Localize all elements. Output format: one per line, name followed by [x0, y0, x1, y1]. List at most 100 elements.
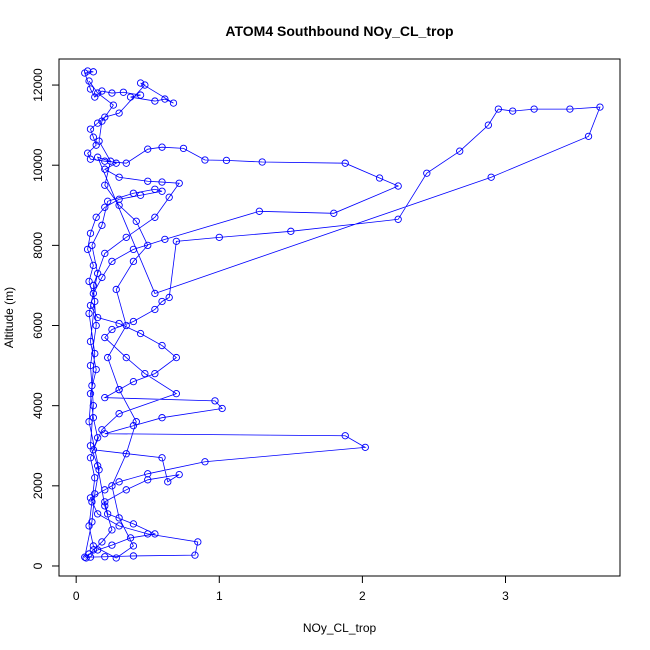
data-point	[126, 93, 135, 101]
data-point	[93, 462, 102, 470]
data-point	[86, 337, 95, 346]
chart-title: ATOM4 Southbound NOy_CL_trop	[225, 23, 453, 39]
data-point	[129, 257, 138, 266]
data-point	[98, 273, 106, 282]
data-point	[129, 520, 138, 528]
data-point	[129, 245, 138, 254]
data-point	[255, 207, 264, 215]
data-point	[88, 498, 96, 506]
data-point	[89, 133, 98, 141]
y-axis: 0 2000 4000 6000 8000 10000 12000	[31, 68, 59, 569]
data-point	[108, 257, 116, 266]
data-point	[394, 215, 402, 223]
data-point	[129, 552, 138, 560]
data-point	[101, 165, 109, 173]
data-point	[112, 285, 120, 294]
data-point	[151, 289, 159, 298]
data-point	[158, 454, 166, 462]
data-point	[86, 494, 95, 502]
data-point	[86, 155, 95, 163]
data-point	[86, 389, 95, 398]
data-point	[92, 213, 100, 221]
data-point	[122, 486, 130, 494]
data-point	[136, 91, 145, 99]
data-point	[330, 209, 338, 217]
data-point	[375, 174, 384, 182]
data-point	[106, 157, 115, 165]
data-point	[175, 179, 183, 187]
data-point	[341, 432, 349, 440]
data-point	[89, 414, 98, 422]
data-point	[287, 227, 295, 235]
data-point	[92, 321, 100, 330]
y-tick-label: 10000	[31, 148, 45, 182]
data-point	[85, 418, 93, 426]
data-point	[98, 426, 106, 434]
data-point	[81, 553, 89, 561]
x-axis-label: NOy_CL_trop	[303, 621, 377, 635]
data-point	[141, 369, 149, 378]
data-point	[136, 79, 145, 87]
data-point	[341, 159, 349, 167]
data-point	[175, 470, 183, 479]
data-point	[108, 482, 116, 490]
data-point	[115, 319, 123, 328]
data-point	[158, 187, 166, 195]
data-point	[584, 132, 593, 141]
data-point	[122, 450, 130, 458]
data-point	[161, 95, 169, 103]
data-point	[95, 466, 103, 474]
data-point	[89, 402, 98, 410]
data-point	[95, 137, 103, 145]
data-point	[129, 189, 138, 197]
data-point	[151, 369, 159, 378]
data-point	[201, 156, 209, 164]
data-point	[101, 249, 109, 258]
data-point	[361, 443, 369, 451]
data-point	[201, 458, 209, 466]
data-point	[161, 235, 169, 244]
data-point	[144, 530, 152, 538]
data-point	[151, 305, 159, 314]
data-point	[141, 81, 149, 89]
data-point	[93, 119, 102, 127]
data-point	[115, 410, 123, 418]
data-point	[115, 522, 123, 530]
data-point	[86, 553, 95, 561]
data-point	[151, 530, 159, 538]
data-point	[158, 143, 166, 151]
data-point	[89, 546, 98, 554]
y-tick-label: 8000	[31, 232, 45, 259]
x-tick-label: 1	[216, 589, 223, 603]
data-point	[89, 261, 98, 270]
data-point	[83, 149, 92, 157]
data-point	[211, 397, 219, 405]
data-point	[136, 191, 145, 199]
data-point	[172, 389, 181, 398]
data-point	[494, 105, 502, 113]
data-point	[81, 69, 89, 77]
data-point	[191, 551, 199, 559]
data-point	[89, 281, 98, 290]
data-point	[487, 173, 495, 181]
data-point	[112, 554, 120, 562]
data-point	[86, 125, 95, 133]
data-point	[151, 185, 159, 193]
data-point	[122, 353, 130, 362]
data-point	[89, 446, 98, 454]
data-point	[132, 217, 140, 225]
data-point	[194, 538, 202, 546]
x-tick-label: 3	[502, 589, 509, 603]
data-point	[129, 377, 138, 386]
data-point	[98, 117, 106, 125]
data-point	[172, 353, 181, 362]
data-point	[144, 145, 152, 153]
data-point	[394, 182, 402, 190]
data-point	[158, 414, 166, 422]
data-point	[93, 269, 102, 278]
data-point	[93, 546, 102, 554]
data-point	[109, 101, 118, 109]
data-point	[92, 365, 100, 374]
data-point	[144, 476, 152, 484]
y-tick-label: 0	[31, 562, 45, 569]
